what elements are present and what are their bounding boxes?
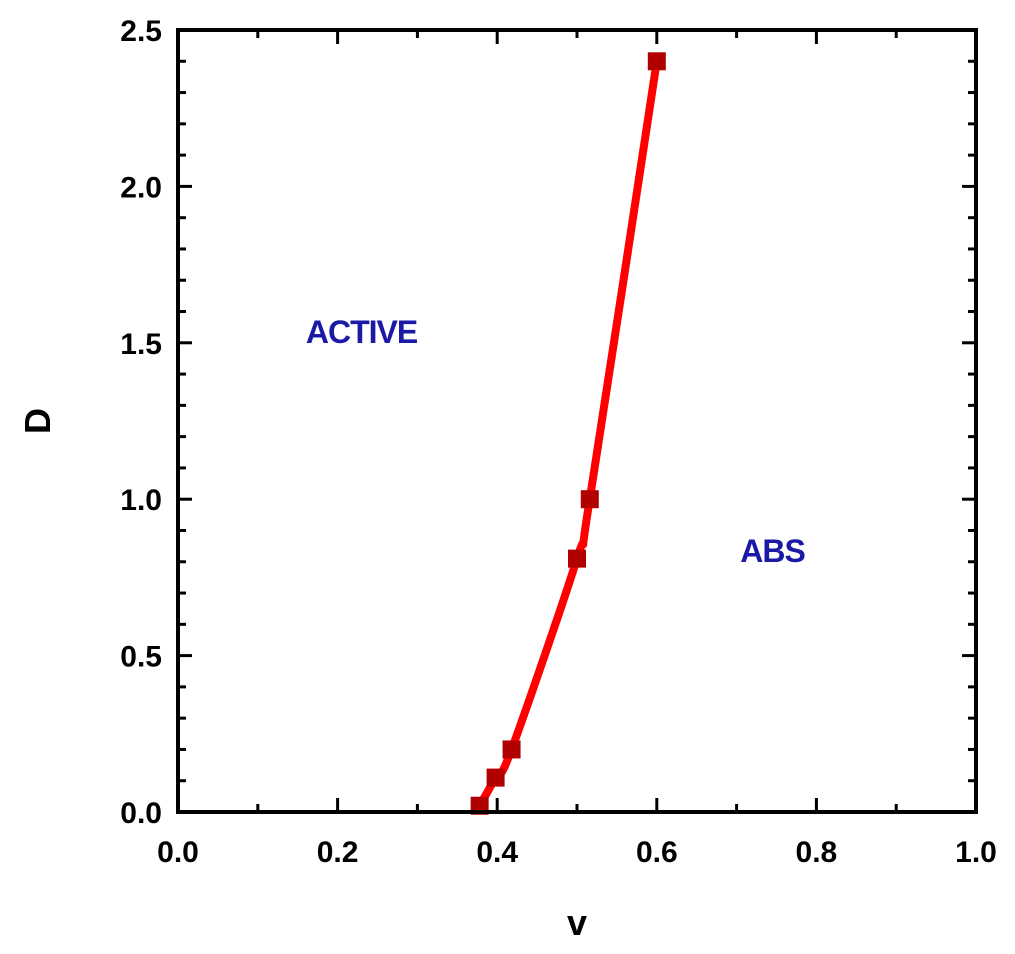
data-point-marker	[486, 768, 505, 787]
data-point-marker	[502, 740, 521, 759]
annotations-layer: ACTIVE ABS	[306, 314, 807, 569]
data-point-marker	[580, 490, 599, 509]
x-tick-label: 0.8	[796, 836, 838, 869]
x-tick-label: 0.0	[157, 836, 199, 869]
x-axis-title: v	[567, 902, 587, 943]
y-axis-title: D	[17, 408, 58, 434]
x-tick-label: 1.0	[955, 836, 997, 869]
y-tick-label: 0.5	[120, 641, 162, 674]
curve-layer	[475, 57, 661, 810]
y-tick-label: 2.5	[120, 15, 162, 48]
markers-layer	[470, 52, 666, 815]
data-point-marker	[568, 549, 586, 568]
tick-labels: 0.0 0.2 0.4 0.6 0.8 1.0 0.0 0.5 1.0 1.5 2.0 2.5	[120, 15, 997, 869]
data-point-marker	[647, 52, 666, 71]
y-tick-label: 0.0	[120, 797, 162, 830]
x-tick-label: 0.2	[317, 836, 359, 869]
x-tick-label: 0.6	[636, 836, 678, 869]
y-tick-label: 1.0	[120, 484, 162, 517]
y-tick-label: 2.0	[120, 171, 162, 204]
plot-frame	[176, 28, 978, 814]
axis-ticks	[176, 28, 978, 814]
x-tick-label: 0.4	[476, 836, 518, 869]
series-line	[475, 57, 661, 810]
region-label-active: ACTIVE	[306, 314, 418, 350]
region-label-abs: ABS	[740, 533, 805, 569]
y-tick-label: 1.5	[120, 328, 162, 361]
